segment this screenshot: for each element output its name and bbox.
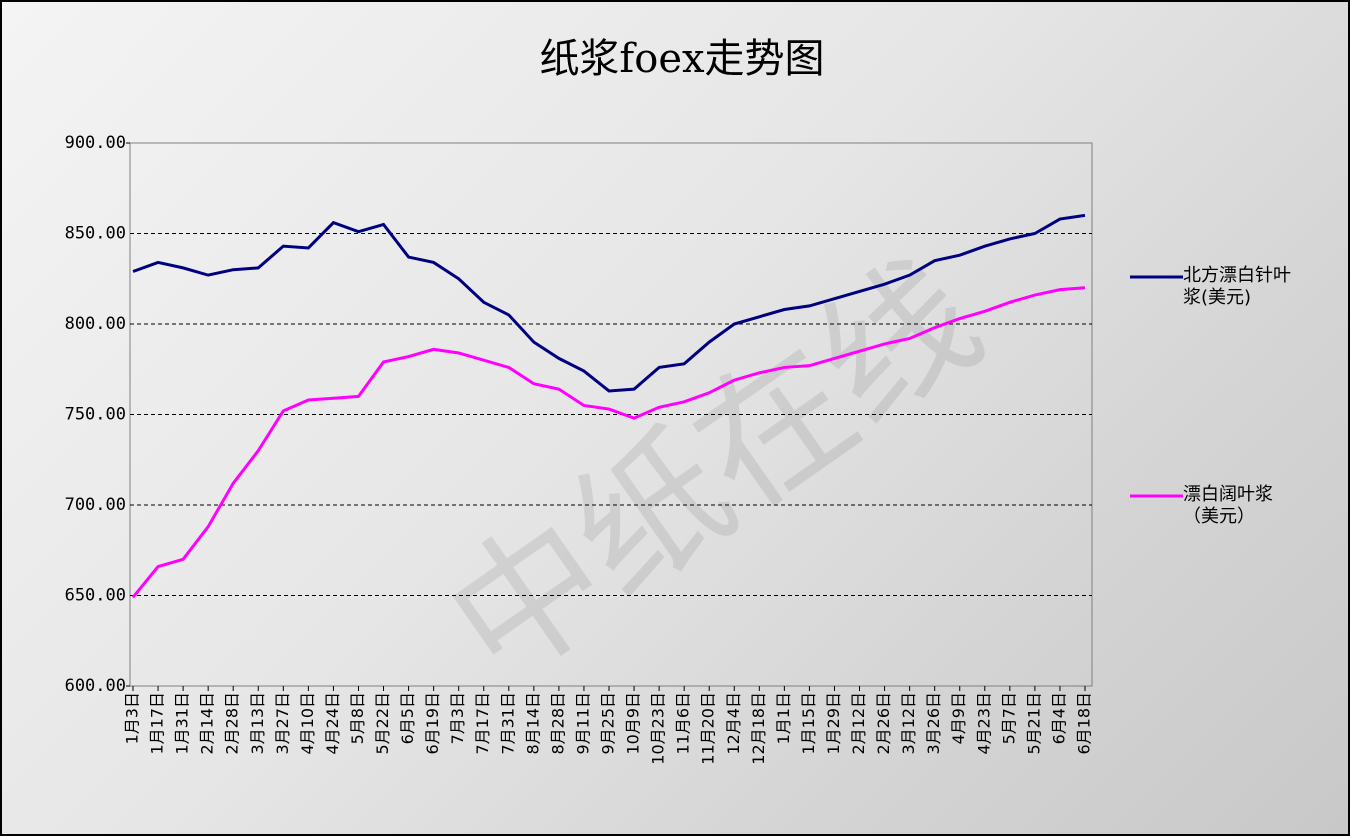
- x-tick-label: 6月18日: [1075, 692, 1094, 755]
- x-tick-label: 7月17日: [473, 692, 492, 755]
- y-tick-label: 750.00: [65, 405, 126, 425]
- x-tick-label: 8月14日: [523, 692, 542, 755]
- y-tick-label: 900.00: [65, 133, 126, 153]
- x-tick-label: 7月31日: [498, 692, 517, 755]
- x-tick-label: 3月27日: [273, 692, 292, 755]
- x-tick-label: 9月11日: [573, 692, 592, 755]
- legend-entry: 漂白阔叶浆（美元）: [1183, 484, 1303, 528]
- legend-entry: 北方漂白针叶浆(美元): [1183, 265, 1303, 309]
- y-tick-label: 850.00: [65, 224, 126, 244]
- x-tick-label: 2月28日: [223, 692, 242, 755]
- x-tick-label: 12月18日: [749, 692, 768, 765]
- x-tick-label: 3月12日: [899, 692, 918, 755]
- watermark: 中纸在线: [419, 228, 1010, 715]
- x-tick-label: 4月23日: [974, 692, 993, 755]
- chart: 中纸在线 纸浆foex走势图 600.00 650.00 700.00 750.00 8…: [0, 0, 1350, 836]
- y-tick-label: 600.00: [65, 676, 126, 696]
- y-tick-label: 700.00: [65, 495, 126, 515]
- chart-page: 中纸在线 纸浆foex走势图 600.00 650.00 700.00 750.00 8…: [0, 0, 1350, 836]
- x-tick-label: 5月8日: [348, 692, 367, 744]
- x-tick-label: 5月21日: [1024, 692, 1043, 755]
- x-tick-label: 4月9日: [949, 692, 968, 744]
- x-tick-label: 6月4日: [1049, 692, 1068, 744]
- x-tick-label: 1月17日: [148, 692, 167, 755]
- x-tick-label: 6月5日: [398, 692, 417, 744]
- x-tick-label: 3月26日: [924, 692, 943, 755]
- x-tick-label: 2月12日: [849, 692, 868, 755]
- x-tick-label: 1月31日: [173, 692, 192, 755]
- x-tick-label: 1月3日: [123, 692, 142, 744]
- chart-title: 纸浆foex走势图: [539, 36, 824, 82]
- x-tick-label: 4月24日: [323, 692, 342, 755]
- x-tick-label: 12月4日: [724, 692, 743, 755]
- x-tick-label: 10月9日: [624, 692, 643, 755]
- x-tick-label: 2月26日: [874, 692, 893, 755]
- x-tick-label: 4月10日: [298, 692, 317, 755]
- x-tick-label: 3月13日: [248, 692, 267, 755]
- x-tick-label: 7月3日: [448, 692, 467, 744]
- x-tick-label: 6月19日: [423, 692, 442, 755]
- x-tick-label: 2月14日: [198, 692, 217, 755]
- x-tick-label: 5月22日: [373, 692, 392, 755]
- x-tick-label: 10月23日: [649, 692, 668, 765]
- x-tick-label: 11月20日: [699, 692, 718, 765]
- y-tick-label: 650.00: [65, 586, 126, 606]
- x-tick-label: 1月15日: [799, 692, 818, 755]
- y-tick-label: 800.00: [65, 314, 126, 334]
- x-tick-label: 11月6日: [674, 692, 693, 755]
- x-tick-label: 1月1日: [774, 692, 793, 744]
- x-tick-label: 8月28日: [548, 692, 567, 755]
- x-tick-label: 1月29日: [824, 692, 843, 755]
- x-tick-label: 5月7日: [999, 692, 1018, 744]
- x-tick-label: 9月25日: [599, 692, 618, 755]
